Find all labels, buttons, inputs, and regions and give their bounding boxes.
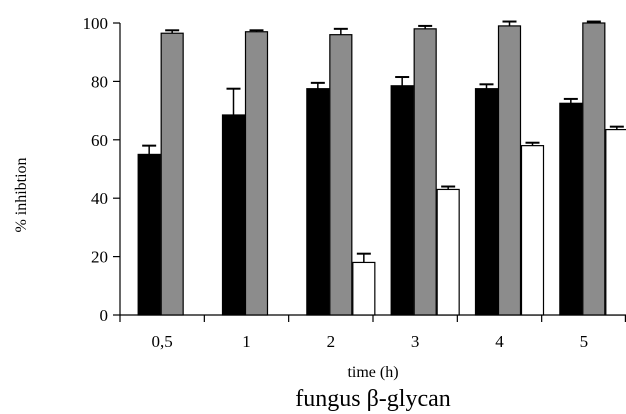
y-axis [113,22,121,316]
bar [137,153,161,316]
x-tick-label: 0,5 [152,332,173,351]
bars [137,20,626,316]
y-tick-label: 0 [100,306,109,325]
y-axis-title: % inhibtion [13,157,30,232]
y-tick-label: 40 [91,189,108,208]
x-tick-label: 1 [242,332,251,351]
y-tick-label: 80 [91,72,108,91]
bar [497,25,522,316]
bar [352,261,376,316]
bar [160,32,184,316]
bar [244,31,269,316]
bar [306,88,330,316]
bar [520,145,545,316]
bar [474,88,499,316]
bar [436,188,460,316]
x-axis-title: time (h) [347,364,398,381]
y-tick-label: 20 [91,248,108,267]
x-tick-label: 3 [411,332,420,351]
bar [390,85,414,316]
bar [582,22,606,316]
bar [559,102,583,316]
x-tick-label: 2 [327,332,336,351]
y-tick-label: 60 [91,131,108,150]
bar [605,128,626,316]
bar [329,34,353,316]
x-axis [119,314,626,322]
bar [413,28,437,316]
x-tick-label: 4 [495,332,504,351]
x-tick-labels: 0,5 1 2 3 4 5 [152,332,589,351]
chart-caption: fungus β-glycan [295,386,451,412]
y-tick-label: 100 [83,14,109,33]
x-tick-label: 5 [580,332,589,351]
y-tick-labels: 0 20 40 60 80 100 [83,14,109,325]
bar [221,114,246,316]
